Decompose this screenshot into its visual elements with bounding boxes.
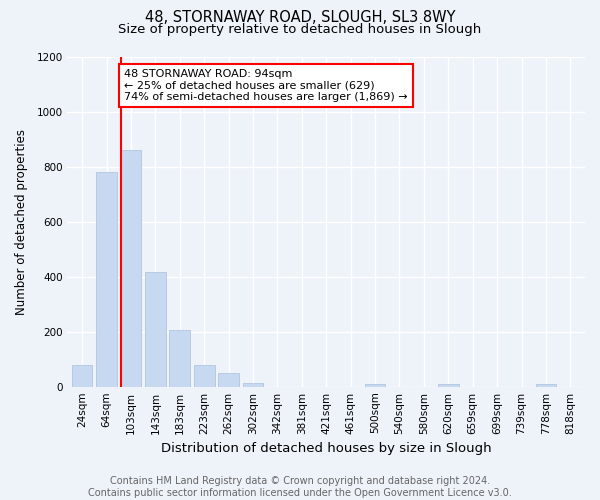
Bar — [96, 172, 117, 386]
Bar — [242, 382, 263, 386]
X-axis label: Distribution of detached houses by size in Slough: Distribution of detached houses by size … — [161, 442, 491, 455]
Bar — [72, 364, 92, 386]
Bar — [536, 384, 556, 386]
Bar — [365, 384, 385, 386]
Text: Contains HM Land Registry data © Crown copyright and database right 2024.
Contai: Contains HM Land Registry data © Crown c… — [88, 476, 512, 498]
Text: 48, STORNAWAY ROAD, SLOUGH, SL3 8WY: 48, STORNAWAY ROAD, SLOUGH, SL3 8WY — [145, 10, 455, 25]
Bar — [121, 150, 141, 386]
Bar — [169, 330, 190, 386]
Bar — [438, 384, 458, 386]
Text: 48 STORNAWAY ROAD: 94sqm
← 25% of detached houses are smaller (629)
74% of semi-: 48 STORNAWAY ROAD: 94sqm ← 25% of detach… — [124, 69, 408, 102]
Bar — [145, 272, 166, 386]
Text: Size of property relative to detached houses in Slough: Size of property relative to detached ho… — [118, 22, 482, 36]
Bar — [218, 373, 239, 386]
Bar — [194, 364, 215, 386]
Y-axis label: Number of detached properties: Number of detached properties — [15, 128, 28, 314]
